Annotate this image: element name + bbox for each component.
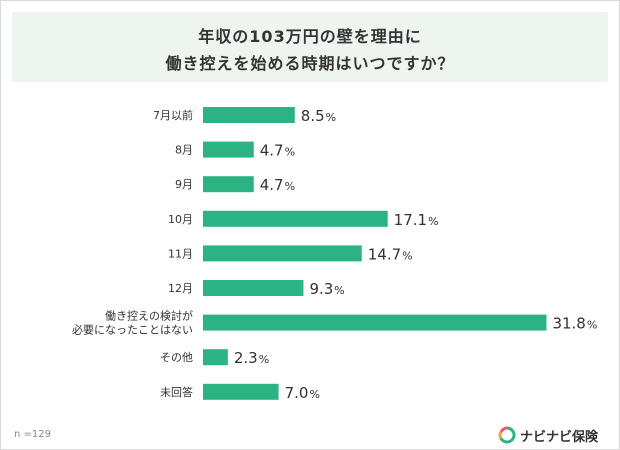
value-label: 17.1% [394, 211, 439, 229]
bar [203, 141, 254, 158]
value-label: 7.0% [285, 384, 320, 402]
category-label: 10月 [168, 213, 193, 226]
chart-title-line-1: 年収の103万円の壁を理由に [198, 27, 422, 46]
value-label: 14.7% [368, 245, 413, 263]
value-label: 4.7% [260, 142, 295, 160]
value-label: 8.5% [301, 107, 336, 125]
category-label: 7月以前 [153, 108, 193, 122]
value-label: 9.3% [309, 280, 344, 298]
value-label: 31.8% [552, 315, 597, 333]
bar [203, 245, 362, 262]
bar [203, 176, 254, 193]
category-label: その他 [160, 351, 193, 364]
category-label: 11月 [168, 247, 193, 260]
category-label: 12月 [168, 282, 193, 295]
category-label: 働き控えの検討が必要になったことはない [72, 309, 193, 337]
title-box: 年収の103万円の壁を理由に 働き控えを始める時期はいつですか？ [12, 12, 608, 82]
sample-size-note: n =129 [14, 429, 51, 440]
bar [203, 383, 279, 400]
bar [203, 314, 547, 331]
navinavi-logo-icon [498, 426, 516, 444]
chart-title-line-2: 働き控えを始める時期はいつですか？ [165, 54, 455, 73]
brand-name: ナビナビ保険 [520, 429, 599, 445]
value-label: 2.3% [234, 349, 269, 367]
bar [203, 210, 388, 227]
category-label: 9月 [175, 178, 193, 191]
bar [203, 107, 295, 123]
category-label: 8月 [175, 144, 193, 157]
category-label: 未回答 [160, 385, 193, 399]
bar [203, 280, 304, 296]
value-label: 4.7% [260, 176, 295, 194]
brand-logo: ナビナビ保険 [498, 424, 598, 446]
bar [203, 349, 228, 366]
